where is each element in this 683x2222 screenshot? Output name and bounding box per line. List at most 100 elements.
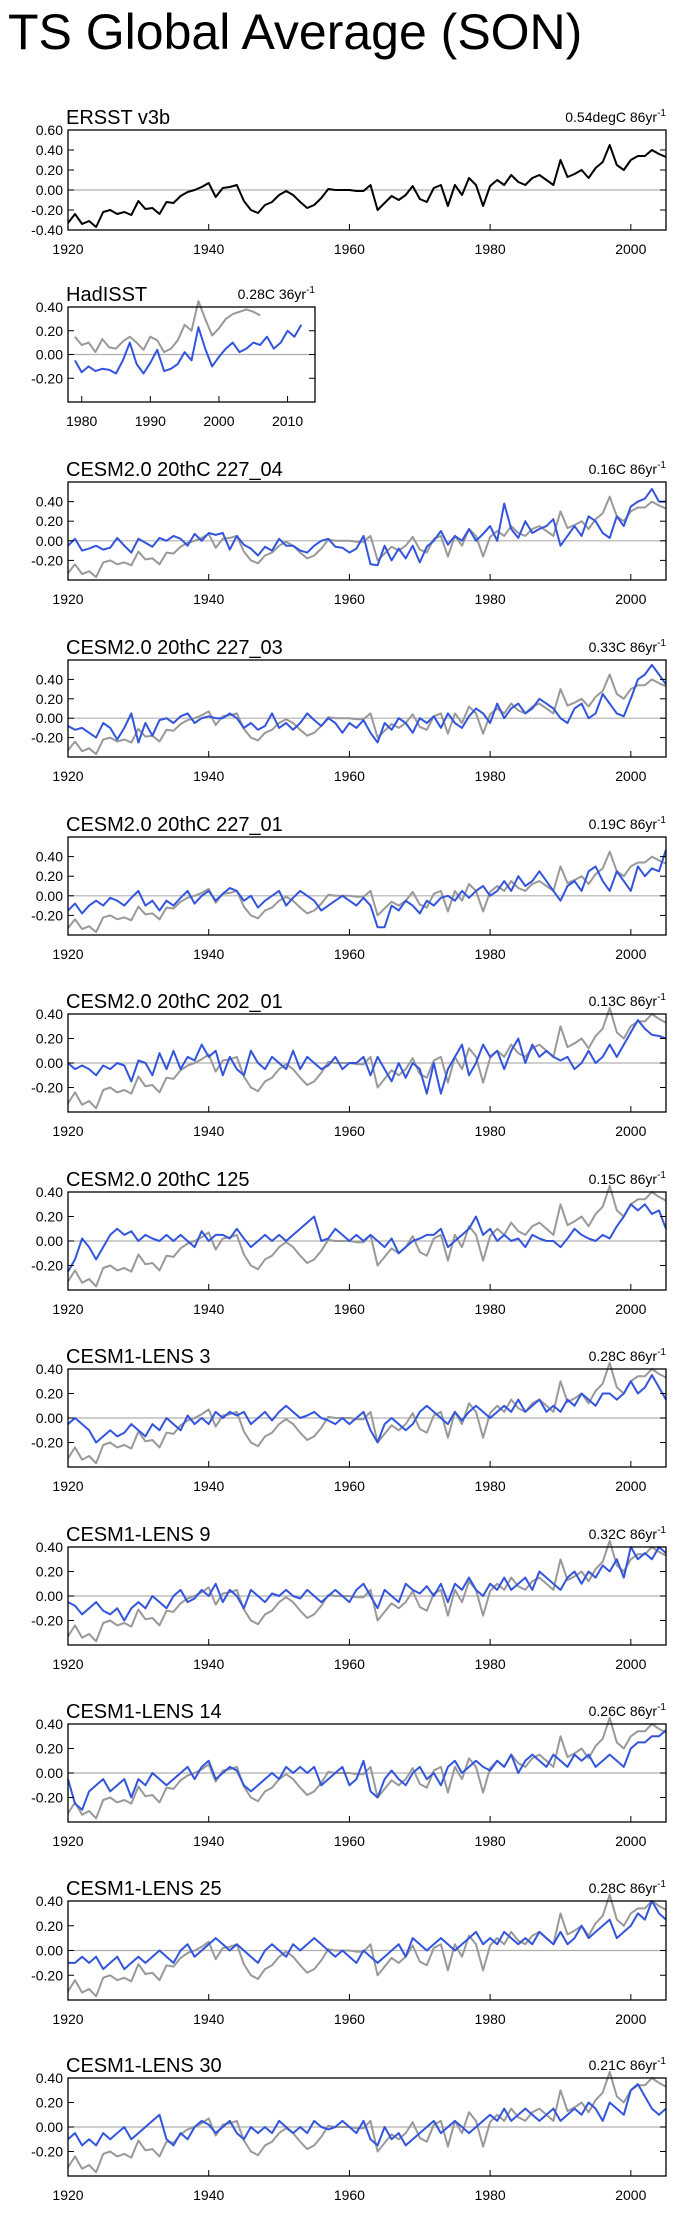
observed-series-line [67, 495, 667, 579]
y-tick-label: 0.40 [36, 1893, 63, 1909]
y-tick-label: 0.20 [36, 1741, 63, 1757]
observed-series-line [67, 1716, 667, 1820]
y-tick-label: -0.20 [31, 202, 63, 218]
chart-title: CESM2.0 20thC 227_03 [66, 637, 283, 659]
trend-label: 0.33C 86yr-1 [589, 638, 667, 655]
chart-panel-11: CESM1-LENS 25 0.28C 86yr-1 -0.20 0.00 0.20 0.… [31, 1878, 667, 2027]
trend-label: 0.54degC 86yr-1 [565, 108, 666, 125]
chart-title: CESM2.0 20thC 125 [66, 1169, 249, 1191]
observed-series-line [67, 144, 667, 228]
y-tick-label: 0.40 [36, 671, 63, 687]
y-tick-label: 0.20 [36, 1209, 63, 1225]
y-tick-label: 0.40 [36, 849, 63, 865]
y-tick-label: -0.20 [31, 1967, 63, 1983]
model-series-line [67, 1374, 667, 1444]
y-tick-label: 0.00 [36, 1055, 63, 1071]
trend-label-text: 0.19C 86yr [589, 816, 658, 832]
y-tick-label: 0.00 [36, 1233, 63, 1249]
chart-title: CESM2.0 20thC 227_04 [66, 459, 283, 481]
x-tick-label: 1940 [193, 1833, 224, 1849]
trend-label: 0.19C 86yr-1 [589, 815, 667, 832]
observed-series-line [67, 673, 667, 756]
trend-label-text: 0.26C 86yr [589, 1703, 658, 1719]
chart-panel-10: CESM1-LENS 14 0.26C 86yr-1 -0.20 0.00 0.20 0.… [31, 1701, 667, 1849]
x-tick-label: 1980 [475, 2011, 506, 2027]
trend-label: 0.15C 86yr-1 [589, 1170, 667, 1187]
x-tick-label: 1980 [475, 2187, 506, 2203]
chart-panel-5: CESM2.0 20thC 227_01 0.19C 86yr-1 -0.20 0.0… [31, 814, 667, 962]
x-tick-label: 1940 [193, 946, 224, 962]
y-tick-label: 0.00 [36, 347, 63, 363]
x-tick-label: 1980 [475, 1833, 506, 1849]
x-tick-label: 1940 [193, 1301, 224, 1317]
x-tick-label: 1960 [334, 1833, 365, 1849]
observed-series-line [67, 1006, 667, 1110]
y-tick-label: -0.20 [31, 907, 63, 923]
x-tick-label: 1980 [475, 768, 506, 784]
x-tick-label: 1960 [334, 241, 365, 257]
x-tick-label: 1980 [475, 591, 506, 607]
x-tick-label: 1920 [52, 1833, 83, 1849]
trend-label-text: 0.28C 36yr [238, 286, 307, 302]
trend-label-text: 0.15C 86yr [589, 1171, 658, 1187]
y-tick-label: 0.40 [36, 1716, 63, 1732]
y-tick-label: 0.40 [36, 1006, 63, 1022]
trend-label-exponent: -1 [657, 638, 666, 649]
trend-label-exponent: -1 [657, 815, 666, 826]
trend-label: 0.32C 86yr-1 [589, 1525, 667, 1542]
trend-label: 0.28C 36yr-1 [238, 285, 316, 302]
observed-series-line [67, 2070, 667, 2174]
x-tick-label: 1960 [334, 1301, 365, 1317]
x-tick-label: 2000 [615, 2187, 646, 2203]
model-series-line [74, 324, 303, 375]
model-series-line [67, 663, 667, 744]
model-series-line [68, 1900, 667, 1971]
x-tick-label: 1960 [334, 768, 365, 784]
trend-label-text: 0.13C 86yr [589, 993, 658, 1009]
x-tick-label: 2000 [615, 591, 646, 607]
main-title: TS Global Average (SON) [8, 4, 583, 60]
y-tick-label: 0.20 [36, 162, 63, 178]
x-tick-label: 2010 [272, 413, 303, 429]
trend-label-exponent: -1 [306, 285, 315, 296]
y-tick-label: -0.20 [31, 1080, 63, 1096]
chart-panel-7: CESM2.0 20thC 125 0.15C 86yr-1 -0.20 0.00 0.… [31, 1169, 667, 1317]
y-tick-label: 0.20 [36, 513, 63, 529]
chart-panel-2: HadISST 0.28C 36yr-1 -0.20 0.00 0.20 0.40 1980… [31, 284, 316, 429]
y-tick-label: 0.00 [36, 1588, 63, 1604]
y-tick-label: -0.20 [31, 1613, 63, 1629]
plot-frame [67, 836, 667, 936]
y-tick-label: -0.20 [31, 370, 63, 386]
chart-panel-4: CESM2.0 20thC 227_03 0.33C 86yr-1 -0.20 0.0… [31, 637, 667, 784]
chart-title: CESM1-LENS 3 [66, 1346, 211, 1368]
x-tick-label: 1940 [193, 768, 224, 784]
observed-series-line [74, 300, 261, 354]
y-tick-label: 0.40 [36, 299, 63, 315]
plot-frame [67, 481, 667, 581]
x-tick-label: 1980 [475, 1301, 506, 1317]
x-tick-label: 2000 [615, 1301, 646, 1317]
x-tick-label: 1960 [334, 591, 365, 607]
chart-title: CESM1-LENS 14 [66, 1701, 222, 1723]
x-tick-label: 1960 [334, 1478, 365, 1494]
chart-title: CESM1-LENS 9 [66, 1524, 211, 1546]
x-tick-label: 1960 [334, 2011, 365, 2027]
trend-label-exponent: -1 [657, 2056, 666, 2067]
chart-title: CESM1-LENS 25 [66, 1878, 222, 1900]
x-tick-label: 1990 [135, 413, 166, 429]
y-tick-label: 0.20 [36, 1031, 63, 1047]
y-tick-label: -0.20 [31, 730, 63, 746]
y-tick-label: 0.00 [36, 533, 63, 549]
y-tick-label: -0.20 [31, 2144, 63, 2160]
x-tick-label: 1920 [52, 1123, 83, 1139]
x-tick-label: 1960 [334, 946, 365, 962]
chart-panel-3: CESM2.0 20thC 227_04 0.16C 86yr-1 -0.20 0.0… [31, 459, 667, 607]
x-tick-label: 1940 [193, 1656, 224, 1672]
y-tick-label: 0.40 [36, 1184, 63, 1200]
model-series-line [67, 487, 666, 567]
x-tick-label: 1920 [52, 1656, 83, 1672]
x-tick-label: 1980 [475, 1123, 506, 1139]
x-tick-label: 2000 [615, 768, 646, 784]
y-tick-label: 0.40 [36, 1539, 63, 1555]
x-tick-label: 2000 [203, 413, 234, 429]
